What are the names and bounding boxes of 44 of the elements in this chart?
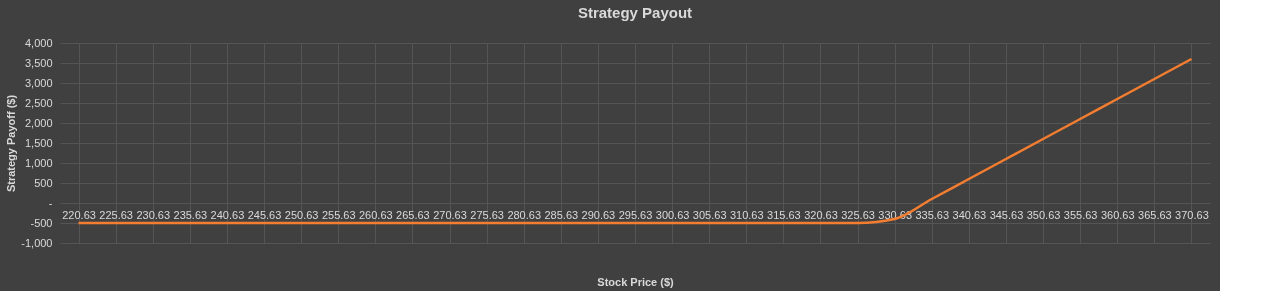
x-tick-label: 320.63 <box>804 208 838 221</box>
y-tick-label: 1,000 <box>24 156 53 169</box>
x-tick-label: 270.63 <box>433 208 467 221</box>
y-tick-label: -1,000 <box>21 236 53 249</box>
chart-title: Strategy Payout <box>577 4 693 21</box>
x-tick-label: 360.63 <box>1100 208 1135 221</box>
x-tick-label: 335.63 <box>915 208 950 221</box>
x-tick-label: 300.63 <box>655 208 690 221</box>
x-tick-label: 325.63 <box>841 208 875 221</box>
y-tick-label: 2,500 <box>24 96 53 109</box>
x-tick-label: 235.63 <box>173 208 208 221</box>
x-tick-label: 340.63 <box>952 208 987 221</box>
x-tick-label: 280.63 <box>507 208 542 221</box>
y-tick-label: 3,500 <box>24 56 53 69</box>
y-tick-label: -500 <box>30 216 53 229</box>
x-tick-label: 220.63 <box>62 208 96 221</box>
x-tick-label: 345.63 <box>989 208 1024 221</box>
x-tick-label: 295.63 <box>618 208 653 221</box>
x-tick-label: 305.63 <box>692 208 727 221</box>
x-tick-label: 245.63 <box>247 208 282 221</box>
x-tick-label: 365.63 <box>1138 208 1172 221</box>
y-tick-label: - <box>48 196 53 209</box>
x-tick-label: 350.63 <box>1026 208 1061 221</box>
x-tick-label: 275.63 <box>470 208 504 221</box>
x-tick-label: 285.63 <box>544 208 579 221</box>
y-axis-title: Strategy Payoff ($) <box>5 94 18 193</box>
y-tick-label: 3,000 <box>24 76 53 89</box>
x-axis-title: Stock Price ($) <box>597 275 675 288</box>
x-tick-label: 290.63 <box>581 208 616 221</box>
x-tick-label: 255.63 <box>321 208 356 221</box>
y-tick-label: 4,000 <box>24 36 53 49</box>
y-tick-label: 1,500 <box>24 136 53 149</box>
x-tick-label: 265.63 <box>396 208 430 221</box>
x-tick-label: 355.63 <box>1063 208 1098 221</box>
x-tick-label: 240.63 <box>210 208 245 221</box>
x-tick-label: 230.63 <box>136 208 171 221</box>
x-tick-label: 370.63 <box>1175 208 1209 221</box>
x-tick-label: 310.63 <box>729 208 764 221</box>
x-tick-label: 260.63 <box>358 208 393 221</box>
y-tick-label: 500 <box>34 176 53 189</box>
x-tick-label: 225.63 <box>99 208 133 221</box>
x-tick-label: 315.63 <box>767 208 801 221</box>
y-tick-label: 2,000 <box>24 116 53 129</box>
x-tick-label: 250.63 <box>284 208 319 221</box>
